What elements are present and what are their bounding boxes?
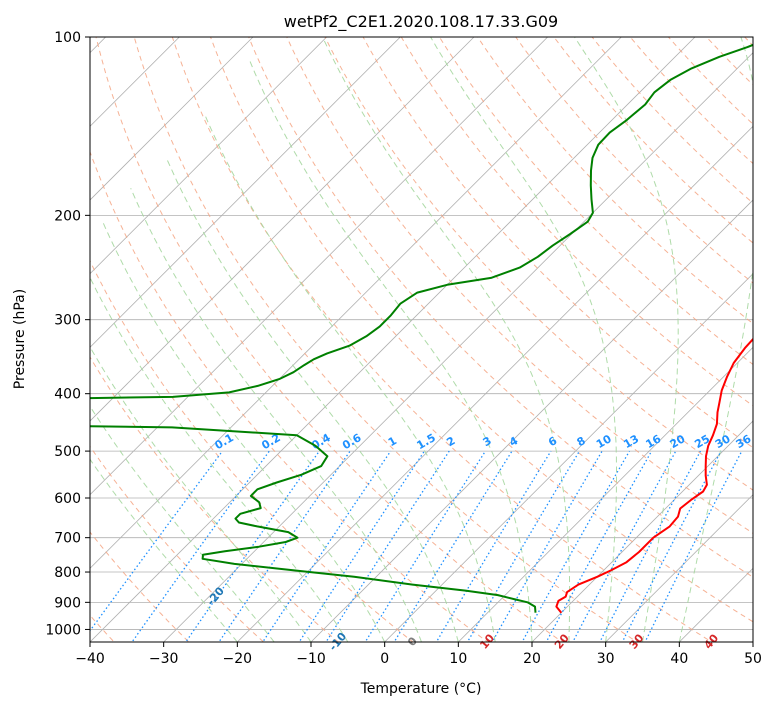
dry-adiabat-line [209,37,753,623]
moist-adiabat-line [322,37,571,642]
x-tick-label: 20 [523,651,541,667]
y-tick-label: 300 [54,313,81,329]
mixing-ratio-line [298,450,425,642]
moist-adiabat-line [90,276,349,642]
y-tick-label: 600 [54,491,81,507]
moist-adiabat-line [130,187,422,642]
isotherm-line [531,420,753,642]
y-tick-label: 500 [54,444,81,460]
x-axis: −40 −30 −20 −10 0 10 20 30 40 50 [75,642,762,667]
y-tick-label: 400 [54,387,81,403]
isotherm-line [384,273,753,642]
moist-adiabat-line [90,405,275,642]
plot-frame [89,36,754,643]
mixing-ratio-line [545,450,653,642]
x-tick-label: 0 [380,651,389,667]
y-tick-label: 100 [54,30,81,46]
dry-adiabat-line [362,37,753,449]
dry-adiabat-line [324,37,753,491]
mixing-ratio-line [599,450,702,642]
dry-adiabat-line [90,356,340,642]
isotherm-line [458,346,753,642]
x-tick-label: 50 [744,651,762,667]
x-axis-label: Temperature (°C) [360,681,482,697]
mixing-ratio-line [131,450,270,642]
y-tick-label: 700 [54,531,81,547]
dry-adiabat-line [438,37,753,366]
temperature-profile-line [555,337,753,614]
dry-adiabat-line [133,37,638,642]
mixing-ratio-line [435,450,552,642]
dry-adiabat-line [171,37,713,642]
mixing-ratio-line [466,450,580,642]
y-tick-label: 1000 [45,622,81,638]
moist-adiabat-line [204,114,496,642]
dry-adiabat-line [90,445,265,642]
x-tick-label: 10 [449,651,467,667]
x-tick-label: −30 [149,651,179,667]
moist-adiabat-line [90,345,312,642]
dry-adiabat-line [248,37,753,578]
mixing-ratio-line [325,450,450,642]
dry-adiabat-line [90,150,489,642]
y-tick-label: 200 [54,208,81,224]
isotherm-line [90,37,475,422]
moist-adiabat-line [678,37,753,642]
moist-adiabat-line [90,458,238,642]
y-axis: 100 200 300 400 500 600 700 800 900 1000 [45,30,90,638]
x-tick-label: 40 [670,651,688,667]
isotherm-line [237,125,753,642]
isotherm-line [90,37,622,569]
isotherm-line [605,494,753,642]
y-tick-label: 800 [54,565,81,581]
moist-adiabat-line [430,37,617,642]
dry-adiabat-line [95,37,564,642]
dewpoint-profile-line [90,43,753,613]
isotherm-line [90,37,327,275]
mixing-ratio-line [218,450,351,642]
mixing-ratio-line [393,450,513,642]
isotherm-line [90,37,254,201]
x-tick-label: 30 [597,651,615,667]
dry-adiabat-line [477,37,753,325]
y-tick-label: 900 [54,595,81,611]
dry-adiabat-line [90,259,414,642]
mixing-ratio-line [262,450,392,642]
mixing-ratio-line [491,450,603,642]
chart-title: wetPf2_C2E1.2020.108.17.33.G09 [284,12,558,32]
x-tick-label: −10 [296,651,326,667]
x-tick-label: −40 [75,651,105,667]
moist-adiabat-line [165,157,459,642]
background-lines [90,37,753,642]
isotherm-line [90,37,401,348]
moist-adiabat-line [574,37,679,642]
mixing-ratio-line [364,450,486,642]
isotherm-line [90,37,548,496]
isotherm-line [163,52,753,642]
y-axis-label: Pressure (hPa) [12,289,28,389]
profiles [90,43,753,614]
moist-adiabat-line [102,221,386,642]
moist-adiabat-line [249,61,533,642]
x-tick-label: −20 [223,651,253,667]
